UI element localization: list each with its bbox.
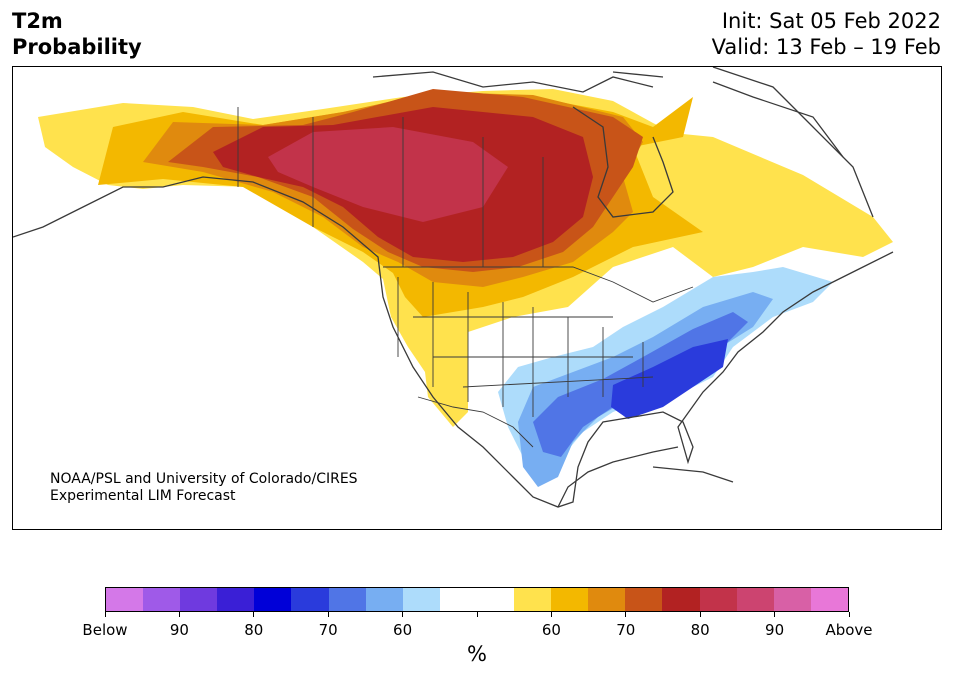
credit-line-2: Experimental LIM Forecast bbox=[50, 488, 236, 504]
cold-anomaly-shading bbox=[498, 267, 833, 487]
probability-map: NOAA/PSL and University of Colorado/CIRE… bbox=[12, 66, 942, 530]
colorbar-tick-label: 80 bbox=[244, 621, 264, 639]
colorbar-tick bbox=[848, 612, 850, 617]
colorbar-swatch bbox=[476, 588, 515, 611]
credit-line-1: NOAA/PSL and University of Colorado/CIRE… bbox=[50, 471, 358, 487]
title-line-2: Probability bbox=[12, 35, 142, 59]
north-america-coastline bbox=[13, 176, 894, 508]
arctic-islands bbox=[372, 71, 844, 158]
colorbar-tick bbox=[178, 612, 180, 617]
colorbar-tick-label: 60 bbox=[541, 621, 561, 639]
colorbar-tick-label: 90 bbox=[765, 621, 785, 639]
colorbar-swatch bbox=[810, 588, 848, 611]
colorbar-tick-label: 80 bbox=[690, 621, 710, 639]
title: T2m Probability bbox=[12, 8, 142, 60]
colorbar-tick bbox=[550, 612, 552, 617]
credit-text: NOAA/PSL and University of Colorado/CIRE… bbox=[50, 471, 358, 505]
colorbar-tick-label: 70 bbox=[616, 621, 636, 639]
hudson-bay-coast bbox=[572, 106, 674, 218]
colorbar-swatch bbox=[736, 588, 774, 611]
colorbar-tick-label: 90 bbox=[169, 621, 189, 639]
political-borders bbox=[237, 107, 694, 448]
colorbar-swatch bbox=[180, 588, 218, 611]
colorbar-tick-label: Above bbox=[825, 621, 873, 639]
colorbar-swatch bbox=[588, 588, 626, 611]
below-75-region bbox=[611, 339, 728, 419]
colorbar-tick bbox=[327, 612, 329, 617]
colorbar-unit: % bbox=[467, 642, 487, 666]
colorbar-swatch bbox=[328, 588, 366, 611]
colorbar-swatch bbox=[551, 588, 589, 611]
colorbar-swatch bbox=[106, 588, 144, 611]
us-mexico-border bbox=[417, 396, 534, 448]
warm-anomaly-shading bbox=[38, 89, 893, 427]
cuba-coast bbox=[652, 466, 734, 483]
colorbar-tick bbox=[402, 612, 404, 617]
colorbar-swatch bbox=[365, 588, 403, 611]
colorbar-swatch bbox=[699, 588, 737, 611]
colorbar-swatch bbox=[143, 588, 181, 611]
above-85-region bbox=[268, 127, 508, 222]
init-date: Init: Sat 05 Feb 2022 bbox=[721, 9, 941, 33]
colorbar-tick bbox=[104, 612, 106, 617]
valid-range: Valid: 13 Feb – 19 Feb bbox=[711, 35, 941, 59]
colorbar bbox=[105, 587, 849, 612]
colorbar-tick-label: 70 bbox=[318, 621, 338, 639]
colorbar-tick bbox=[774, 612, 776, 617]
colorbar-swatch bbox=[514, 588, 552, 611]
colorbar-tick bbox=[699, 612, 701, 617]
canada-us-border bbox=[237, 107, 694, 303]
colorbar-swatch bbox=[625, 588, 663, 611]
title-line-1: T2m bbox=[12, 9, 63, 33]
colorbar-swatch bbox=[217, 588, 255, 611]
colorbar-swatch bbox=[402, 588, 440, 611]
colorbar-swatch bbox=[773, 588, 811, 611]
colorbar-tick bbox=[625, 612, 627, 617]
map-canvas bbox=[13, 67, 894, 508]
coastlines bbox=[13, 67, 894, 508]
colorbar-swatch bbox=[439, 588, 477, 611]
colorbar-swatch bbox=[254, 588, 292, 611]
colorbar-tick-label: 60 bbox=[393, 621, 413, 639]
province-lines bbox=[312, 117, 544, 267]
state-lines bbox=[397, 277, 654, 417]
colorbar-swatch bbox=[291, 588, 329, 611]
colorbar-tick bbox=[253, 612, 255, 617]
colorbar-tick bbox=[476, 612, 478, 617]
gulf-coast bbox=[557, 446, 679, 508]
colorbar-swatch bbox=[662, 588, 700, 611]
greenland-coast bbox=[712, 67, 874, 218]
forecast-info: Init: Sat 05 Feb 2022 Valid: 13 Feb – 19… bbox=[712, 8, 941, 60]
colorbar-tick-label: Below bbox=[82, 621, 128, 639]
